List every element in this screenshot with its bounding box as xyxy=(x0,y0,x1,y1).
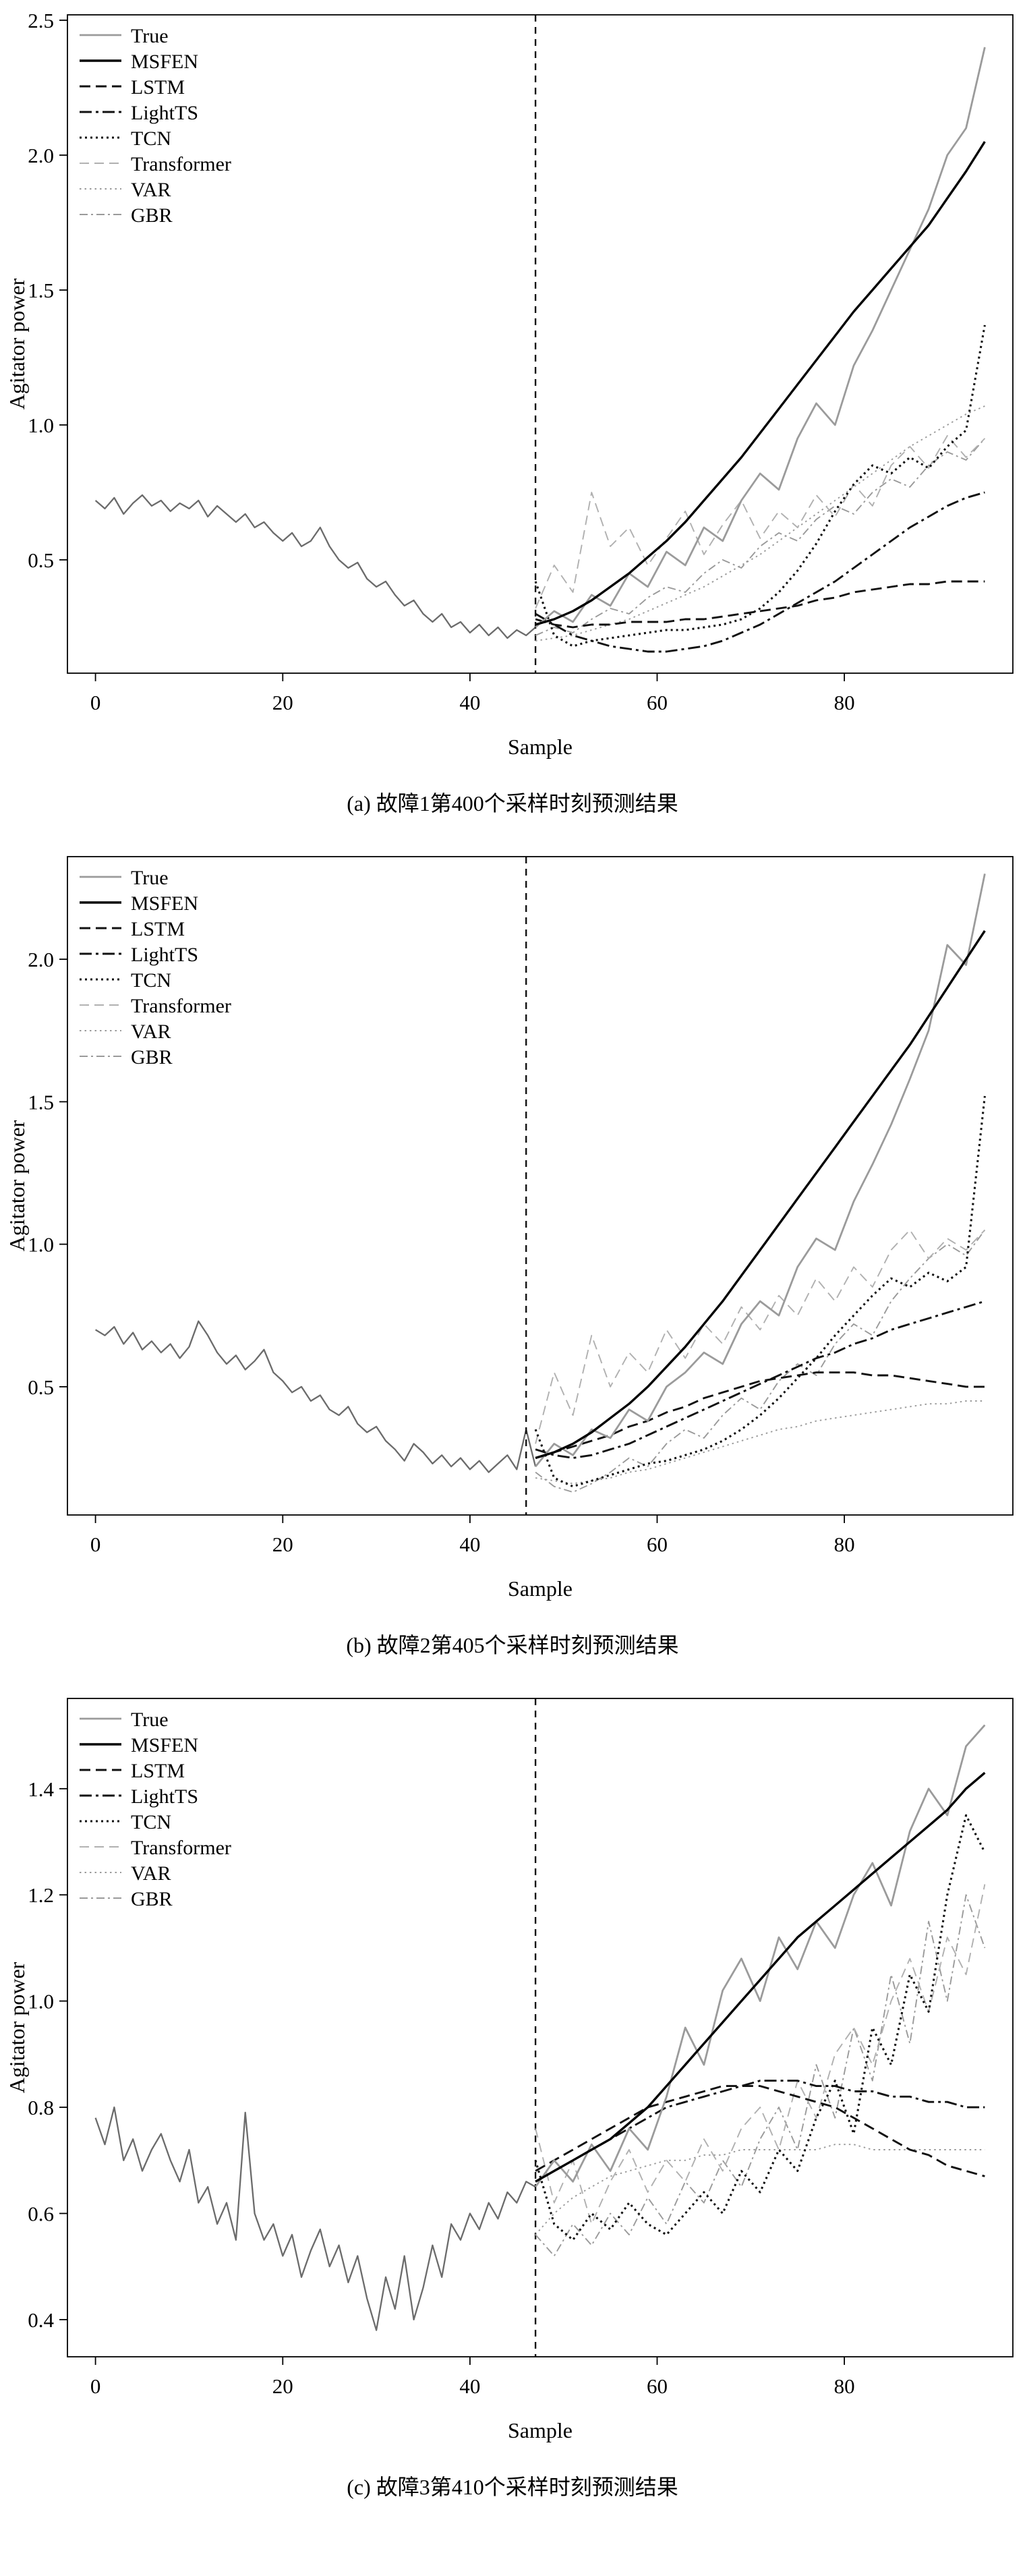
svg-text:1.0: 1.0 xyxy=(28,1990,54,2013)
caption-fault3: (c) 故障3第410个采样时刻预测结果 xyxy=(347,2475,678,2499)
svg-text:TCN: TCN xyxy=(131,127,171,150)
svg-text:Transformer: Transformer xyxy=(131,995,231,1017)
svg-text:40: 40 xyxy=(459,691,480,714)
svg-text:LightTS: LightTS xyxy=(131,102,198,124)
svg-text:20: 20 xyxy=(272,2374,293,2398)
svg-text:0.8: 0.8 xyxy=(28,2096,54,2119)
svg-text:VAR: VAR xyxy=(131,179,171,201)
svg-text:Sample: Sample xyxy=(508,735,573,759)
figure-fault1: 0.5 1.0 1.5 2.0 2.5 0 20 40 60 80 Sample Agitator p… xyxy=(0,0,1025,842)
chart-fault3-canvas: 0.4 0.6 0.8 1.0 1.2 1.4 0 20 40 60 80 Sample Agitato… xyxy=(5,1698,1014,2442)
svg-text:LSTM: LSTM xyxy=(131,918,185,940)
svg-text:80: 80 xyxy=(834,2374,855,2398)
svg-text:True: True xyxy=(131,867,169,889)
svg-text:MSFEN: MSFEN xyxy=(131,51,198,73)
svg-text:0.6: 0.6 xyxy=(28,2202,54,2226)
svg-text:GBR: GBR xyxy=(131,204,173,227)
svg-text:2.0: 2.0 xyxy=(28,144,54,167)
svg-text:20: 20 xyxy=(272,691,293,714)
svg-text:2.0: 2.0 xyxy=(28,948,54,971)
svg-text:LSTM: LSTM xyxy=(131,76,185,98)
svg-text:GBR: GBR xyxy=(131,1888,173,1910)
svg-text:0.4: 0.4 xyxy=(28,2308,54,2332)
svg-text:Agitator power: Agitator power xyxy=(5,278,29,409)
svg-text:Transformer: Transformer xyxy=(131,1837,231,1859)
caption-fault1: (a) 故障1第400个采样时刻预测结果 xyxy=(347,791,678,815)
svg-text:1.5: 1.5 xyxy=(28,279,54,302)
svg-text:Sample: Sample xyxy=(508,2418,573,2442)
chart-fault1-canvas: 0.5 1.0 1.5 2.0 2.5 0 20 40 60 80 Sample Agitator p… xyxy=(5,9,1014,759)
svg-text:1.5: 1.5 xyxy=(28,1090,54,1114)
svg-text:Agitator power: Agitator power xyxy=(5,1120,29,1251)
svg-text:TCN: TCN xyxy=(131,1811,171,1833)
svg-text:1.2: 1.2 xyxy=(28,1883,54,1907)
svg-text:LightTS: LightTS xyxy=(131,1785,198,1808)
svg-text:20: 20 xyxy=(272,1533,293,1556)
svg-text:0: 0 xyxy=(90,1533,101,1556)
svg-text:Sample: Sample xyxy=(508,1576,573,1601)
svg-text:40: 40 xyxy=(459,2374,480,2398)
figure-fault2: 0.5 1.0 1.5 2.0 0 20 40 60 80 Sample Agitator powe… xyxy=(0,842,1025,1684)
figure-fault3: 0.4 0.6 0.8 1.0 1.2 1.4 0 20 40 60 80 Sample Agitato… xyxy=(0,1684,1025,2525)
svg-text:MSFEN: MSFEN xyxy=(131,892,198,915)
svg-text:MSFEN: MSFEN xyxy=(131,1734,198,1756)
svg-text:LSTM: LSTM xyxy=(131,1760,185,1782)
svg-text:Agitator power: Agitator power xyxy=(5,1962,29,2093)
svg-text:LightTS: LightTS xyxy=(131,944,198,966)
svg-text:True: True xyxy=(131,25,169,47)
svg-text:Transformer: Transformer xyxy=(131,153,231,175)
svg-text:0: 0 xyxy=(90,2374,101,2398)
svg-text:True: True xyxy=(131,1709,169,1731)
chart-fault2-canvas: 0.5 1.0 1.5 2.0 0 20 40 60 80 Sample Agitator powe… xyxy=(5,856,1014,1601)
caption-fault2: (b) 故障2第405个采样时刻预测结果 xyxy=(346,1633,679,1657)
svg-text:60: 60 xyxy=(647,691,668,714)
svg-text:80: 80 xyxy=(834,1533,855,1556)
svg-text:GBR: GBR xyxy=(131,1046,173,1068)
svg-text:1.0: 1.0 xyxy=(28,1233,54,1257)
svg-text:80: 80 xyxy=(834,691,855,714)
svg-text:VAR: VAR xyxy=(131,1862,171,1885)
svg-text:VAR: VAR xyxy=(131,1021,171,1043)
svg-text:0.5: 0.5 xyxy=(28,1375,54,1399)
svg-text:2.5: 2.5 xyxy=(28,9,54,32)
svg-text:60: 60 xyxy=(647,2374,668,2398)
svg-text:40: 40 xyxy=(459,1533,480,1556)
svg-text:1.0: 1.0 xyxy=(28,413,54,437)
svg-text:0.5: 0.5 xyxy=(28,548,54,572)
svg-text:60: 60 xyxy=(647,1533,668,1556)
svg-text:0: 0 xyxy=(90,691,101,714)
svg-text:1.4: 1.4 xyxy=(28,1777,54,1801)
svg-text:TCN: TCN xyxy=(131,969,171,992)
